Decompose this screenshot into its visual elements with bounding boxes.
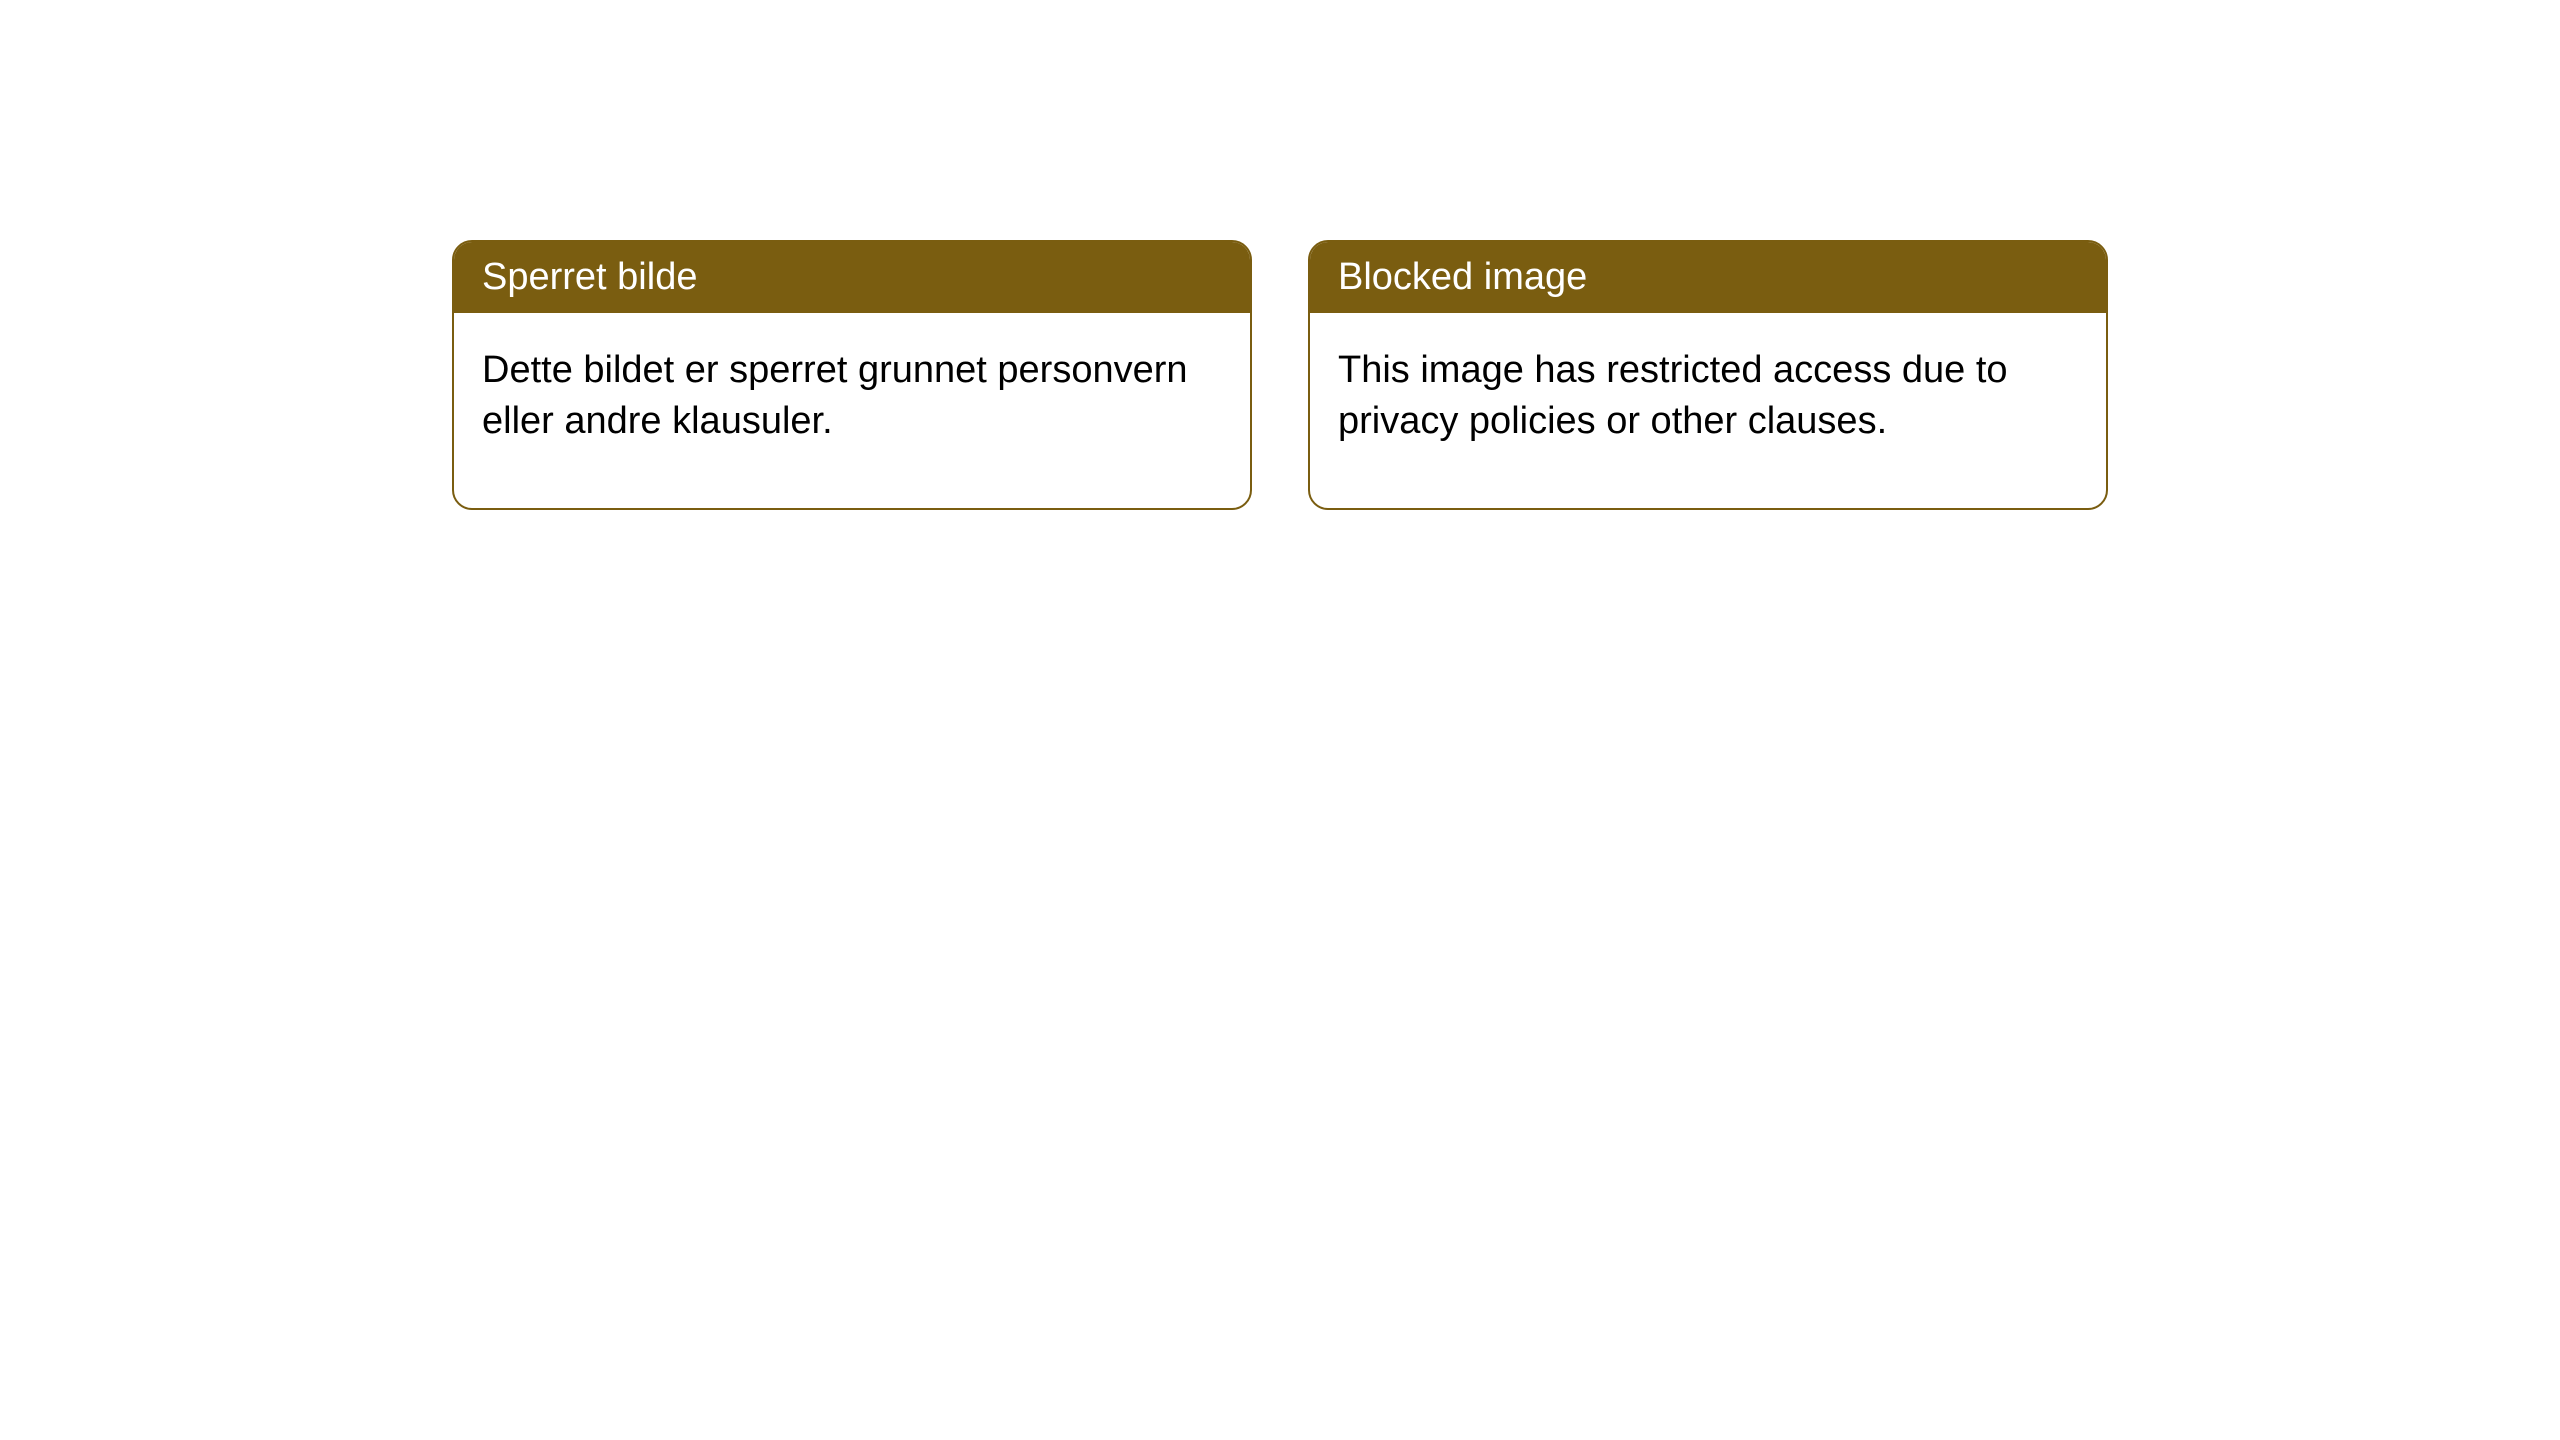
- card-english: Blocked image This image has restricted …: [1308, 240, 2108, 510]
- card-header-norwegian: Sperret bilde: [454, 242, 1250, 313]
- cards-container: Sperret bilde Dette bildet er sperret gr…: [452, 240, 2108, 510]
- card-norwegian: Sperret bilde Dette bildet er sperret gr…: [452, 240, 1252, 510]
- card-body-english: This image has restricted access due to …: [1310, 313, 2106, 508]
- card-header-english: Blocked image: [1310, 242, 2106, 313]
- card-body-norwegian: Dette bildet er sperret grunnet personve…: [454, 313, 1250, 508]
